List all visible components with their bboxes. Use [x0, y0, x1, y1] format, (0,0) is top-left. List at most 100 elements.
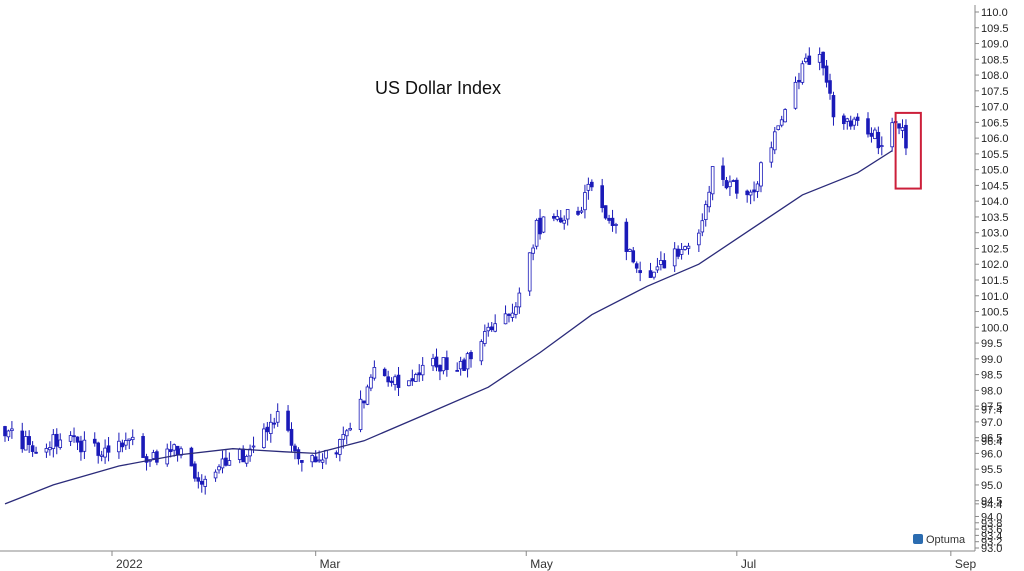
candle — [610, 209, 615, 232]
candle-body — [407, 380, 411, 387]
candle-body — [130, 436, 135, 441]
candle-body — [776, 125, 781, 130]
candle-body — [842, 115, 846, 125]
candle — [54, 428, 59, 455]
candle — [51, 429, 56, 458]
y-tick-label: 109.5 — [981, 23, 1009, 35]
candle-body — [48, 447, 52, 451]
candle — [175, 445, 180, 462]
x-tick-label: May — [530, 557, 553, 571]
candle — [469, 350, 473, 368]
candle-body — [755, 183, 760, 192]
candle-body — [296, 449, 301, 460]
candle-body — [193, 463, 197, 479]
candle — [514, 302, 518, 319]
candle — [821, 51, 825, 76]
candle-body — [603, 205, 608, 219]
candle — [227, 452, 232, 466]
candle-body — [890, 122, 894, 148]
candle — [320, 453, 325, 470]
candle — [141, 433, 145, 458]
candle-body — [779, 119, 784, 126]
candle — [831, 91, 836, 126]
y-tick-label: 100.0 — [981, 322, 1009, 334]
candle — [369, 374, 373, 392]
candle-body — [479, 341, 484, 362]
candle-body — [514, 306, 518, 315]
y-tick-label: 106.0 — [981, 133, 1009, 145]
candle — [324, 449, 328, 465]
candle — [151, 449, 156, 459]
y-tick-label: 109.0 — [981, 39, 1009, 51]
candle — [683, 245, 687, 251]
candle — [23, 430, 28, 451]
candle-body — [552, 215, 556, 219]
candle — [365, 384, 370, 406]
candle-body — [489, 326, 494, 331]
candle-body — [372, 367, 377, 379]
candle — [866, 112, 870, 138]
candle-body — [728, 181, 732, 188]
candle-body — [293, 445, 297, 452]
candle-body — [558, 217, 563, 223]
candle-body — [897, 123, 901, 129]
candle-body — [590, 181, 594, 188]
candle — [735, 177, 739, 199]
candle-body — [289, 428, 294, 446]
y-tick-label: 101.5 — [981, 275, 1009, 287]
candle-body — [237, 448, 242, 460]
candle — [600, 178, 604, 213]
candle-body — [269, 421, 273, 434]
candle-body — [51, 434, 56, 449]
y-tick-label: 96.4 — [981, 436, 1002, 448]
moving-average-line — [4, 150, 893, 505]
candle — [213, 469, 218, 482]
candle-body — [445, 357, 449, 370]
candle-body — [531, 247, 535, 254]
y-tick-label: 107.0 — [981, 102, 1009, 114]
candle-body — [672, 248, 677, 267]
y-tick-label: 104.0 — [981, 196, 1009, 208]
candle — [897, 123, 901, 135]
candle — [583, 184, 587, 219]
candle — [793, 76, 798, 110]
candle-body — [144, 456, 149, 463]
candle-body — [420, 364, 425, 376]
candle — [117, 432, 121, 459]
y-tick-label: 94.4 — [981, 499, 1002, 511]
candle-body — [683, 246, 687, 250]
candle — [555, 209, 560, 222]
candle-body — [772, 131, 777, 151]
candle — [300, 460, 304, 472]
candle — [614, 222, 618, 234]
candle-body — [6, 430, 11, 438]
candle-body — [555, 216, 560, 220]
candle — [552, 213, 556, 222]
candle — [845, 117, 850, 130]
candle — [576, 206, 580, 216]
candle — [420, 357, 425, 381]
candle-body — [79, 440, 83, 453]
candle — [797, 72, 801, 90]
candle — [334, 450, 339, 458]
candle-body — [634, 263, 639, 269]
x-tick-label: Jul — [741, 557, 756, 571]
candle — [479, 339, 484, 366]
candle — [220, 450, 225, 474]
y-tick-label: 99.5 — [981, 338, 1002, 350]
candle — [248, 444, 252, 462]
candle — [30, 441, 35, 457]
y-tick-label: 103.5 — [981, 212, 1009, 224]
candle-body — [824, 65, 829, 83]
candle-body — [141, 436, 145, 458]
candle — [127, 438, 132, 450]
candle — [407, 380, 411, 387]
candle — [510, 303, 515, 322]
candle-body — [369, 376, 373, 389]
candle — [873, 127, 877, 140]
candle — [44, 443, 49, 458]
candle-body — [3, 426, 7, 437]
candle — [579, 206, 584, 214]
candle — [189, 446, 194, 467]
y-tick-label: 93.2 — [981, 537, 1002, 549]
